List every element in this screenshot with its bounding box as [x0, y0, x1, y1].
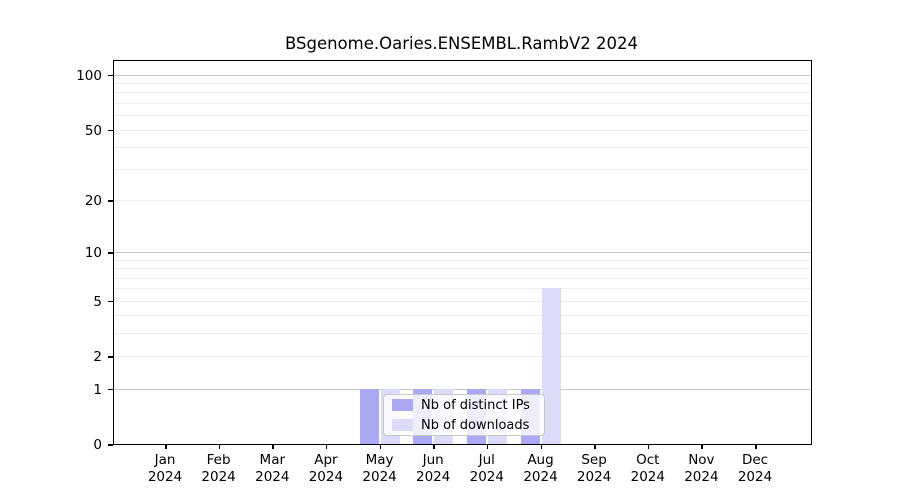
gridline-major [114, 252, 811, 254]
gridline-minor [114, 356, 811, 358]
x-tick-label: Dec 2024 [725, 452, 785, 486]
y-tick-label: 1 [93, 381, 102, 398]
plot-area: Jan 2024 Feb 2024 Mar 2024 Apr 2024 May 2024 Jun 20… [76, 60, 812, 485]
x-label-year: 2024 [255, 469, 290, 485]
x-label-month: Mar [259, 452, 286, 468]
gridline-minor [114, 288, 811, 290]
gridline-minor [114, 259, 811, 261]
gridline-minor [114, 333, 811, 335]
gridline-minor [114, 146, 811, 148]
x-tick [165, 444, 167, 449]
x-tick [701, 444, 703, 449]
gridline-minor [114, 315, 811, 317]
y-tick [108, 252, 113, 254]
gridline-minor [114, 103, 811, 104]
gridline-minor [114, 129, 811, 131]
x-label-year: 2024 [469, 469, 504, 485]
x-tick [272, 444, 274, 449]
x-label-month: Jan [154, 452, 176, 468]
gridline-minor [114, 92, 811, 94]
gridline-minor [114, 169, 811, 171]
x-tick-label: Apr 2024 [296, 452, 356, 486]
x-label-month: Aug [527, 452, 554, 468]
legend-item-distinct-ips: Nb of distinct IPs [392, 398, 536, 413]
x-label-year: 2024 [362, 469, 397, 485]
gridline-minor [114, 83, 811, 85]
x-tick [486, 444, 489, 449]
x-tick [540, 444, 542, 449]
x-tick [755, 444, 757, 449]
bar-downloads [541, 288, 561, 444]
legend-item-downloads: Nb of downloads [392, 418, 536, 433]
x-label-month: Nov [688, 452, 715, 468]
x-tick [647, 444, 650, 449]
legend-label: Nb of downloads [421, 417, 530, 433]
x-tick-label: Jan 2024 [135, 452, 195, 486]
x-label-year: 2024 [737, 469, 773, 485]
x-label-year: 2024 [523, 469, 558, 485]
x-tick [379, 444, 382, 449]
x-label-year: 2024 [308, 469, 344, 485]
gridline-major [114, 74, 811, 76]
x-tick-label: Sep 2024 [564, 452, 624, 486]
x-label-year: 2024 [147, 469, 183, 485]
bar-distinct-ips [359, 388, 379, 444]
chart-title: BSgenome.Oaries.ENSEMBL.RambV2 2024 [284, 34, 639, 53]
y-tick [108, 356, 113, 358]
x-label-month: Oct [636, 452, 660, 468]
x-tick-label: Mar 2024 [242, 452, 302, 486]
y-tick-label: 2 [93, 349, 102, 366]
y-tick [108, 444, 113, 446]
y-tick [108, 388, 113, 390]
legend: Nb of distinct IPs Nb of downloads [383, 394, 545, 436]
y-tick-label: 5 [93, 293, 102, 310]
x-tick [594, 444, 596, 449]
x-tick-label: Jul 2024 [457, 452, 517, 486]
x-label-month: Jun [422, 452, 444, 468]
y-tick [108, 300, 113, 303]
gridline-minor [114, 277, 811, 279]
x-tick [325, 444, 328, 449]
x-label-year: 2024 [201, 469, 236, 485]
y-tick-label: 100 [76, 67, 102, 84]
x-tick-label: Nov 2024 [671, 452, 731, 486]
x-tick-label: Jun 2024 [403, 452, 463, 486]
gridline-minor [114, 115, 811, 117]
y-tick-label: 10 [84, 245, 102, 262]
legend-swatch-distinct-ips [392, 399, 413, 411]
y-tick [108, 129, 113, 131]
x-tick-label: Feb 2024 [189, 452, 249, 486]
gridline-minor [114, 300, 811, 302]
x-label-year: 2024 [630, 469, 665, 485]
legend-label: Nb of distinct IPs [421, 397, 530, 413]
gridline-minor [114, 268, 811, 270]
x-label-year: 2024 [416, 469, 451, 485]
gridline-minor [114, 200, 811, 202]
x-tick-label: May 2024 [350, 452, 410, 486]
x-label-year: 2024 [576, 469, 612, 485]
x-tick-label: Aug 2024 [511, 452, 571, 486]
x-label-year: 2024 [684, 469, 719, 485]
y-tick [108, 200, 113, 202]
legend-swatch-downloads [392, 419, 413, 431]
y-tick-label: 20 [84, 193, 102, 210]
x-label-month: Dec [741, 452, 769, 468]
x-tick [218, 444, 221, 449]
x-label-month: Feb [206, 452, 231, 468]
y-tick-label: 0 [93, 437, 102, 453]
x-label-month: Sep [581, 452, 607, 468]
y-tick [108, 74, 113, 77]
x-label-month: May [365, 452, 394, 468]
x-tick [433, 444, 435, 449]
y-tick-label: 50 [84, 122, 102, 139]
x-label-month: Jul [478, 452, 495, 468]
gridline-major [114, 388, 811, 390]
x-label-month: Apr [314, 452, 338, 468]
x-tick-label: Oct 2024 [618, 452, 678, 486]
